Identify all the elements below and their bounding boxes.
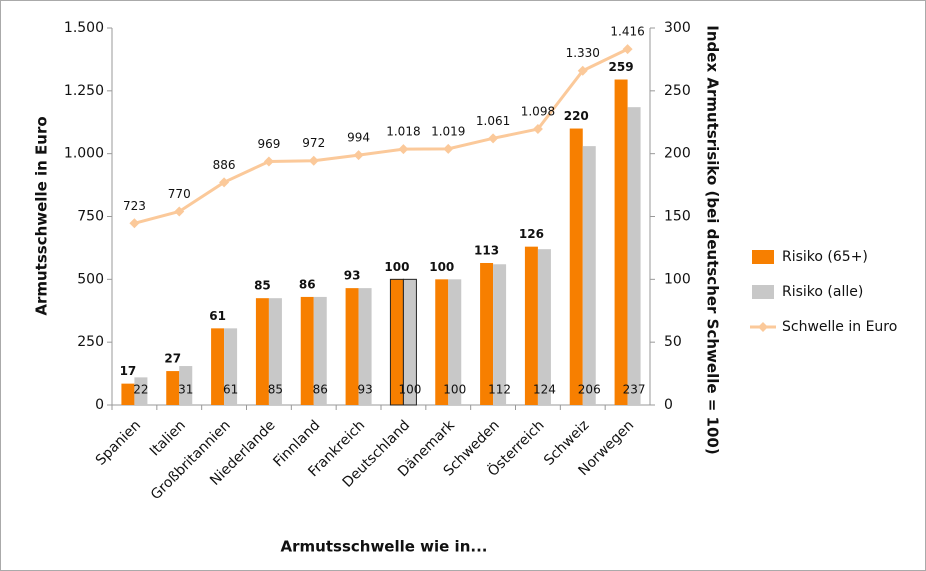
- bar-label: 22: [133, 383, 148, 397]
- line-marker: [308, 155, 319, 166]
- bar-label: 237: [623, 383, 646, 397]
- bar-label: 113: [474, 243, 499, 257]
- line-marker: [532, 124, 543, 135]
- bar: [211, 328, 225, 405]
- y-tick-label: 1.000: [64, 146, 104, 162]
- bar-label: 27: [164, 352, 181, 366]
- line-label: 1.018: [386, 125, 420, 139]
- bar-label: 100: [429, 260, 454, 274]
- bar: [627, 107, 641, 406]
- legend-label: Risiko (65+): [782, 249, 868, 265]
- bar-label: 61: [209, 309, 226, 323]
- y-axis-title: Armutsschwelle in Euro: [33, 116, 51, 315]
- y-tick-label: 500: [77, 271, 104, 287]
- bar-label: 93: [357, 383, 372, 397]
- legend-swatch: [752, 285, 774, 299]
- line-marker: [398, 144, 409, 155]
- line: [134, 47, 629, 225]
- y2-tick-label: 200: [664, 146, 691, 162]
- bar-label: 126: [519, 227, 544, 241]
- y2-tick-label: 100: [664, 271, 691, 287]
- bar: [224, 328, 238, 405]
- bar: [166, 371, 180, 405]
- line-label: 886: [213, 158, 236, 172]
- bar: [358, 288, 372, 405]
- legend-swatch: [752, 250, 774, 264]
- bar: [569, 128, 583, 406]
- bar: [480, 262, 494, 405]
- bar-label: 86: [299, 277, 316, 291]
- line-marker: [129, 218, 140, 229]
- line-label: 994: [347, 131, 370, 145]
- bar: [435, 279, 449, 405]
- y2-tick-label: 50: [664, 334, 682, 350]
- y-tick-label: 750: [77, 209, 104, 225]
- line-label: 1.061: [476, 114, 510, 128]
- bar: [134, 377, 148, 405]
- legend-label: Risiko (alle): [782, 284, 863, 300]
- line-marker: [219, 177, 230, 188]
- bar-label: 100: [443, 383, 466, 397]
- bar-label: 124: [533, 383, 556, 397]
- line-label: 770: [168, 187, 191, 201]
- y-tick-label: 1.500: [64, 20, 104, 36]
- bar-label: 86: [313, 383, 328, 397]
- bar: [313, 296, 327, 405]
- line-label: 723: [123, 199, 146, 213]
- y2-axis-title: Index Armutsrisiko (bei deutscher Schwel…: [704, 25, 722, 454]
- bar-label: 85: [268, 383, 283, 397]
- y-tick-label: 250: [77, 334, 104, 350]
- bar: [300, 296, 314, 405]
- bar-label: 220: [564, 109, 589, 123]
- bar: [402, 278, 417, 406]
- line-marker: [622, 44, 633, 55]
- bar-label: 31: [178, 383, 193, 397]
- bar: [493, 264, 507, 405]
- y2-tick-label: 250: [664, 83, 691, 99]
- legend-marker: [758, 322, 768, 332]
- bar-label: 93: [344, 269, 361, 283]
- bar-label: 100: [398, 383, 421, 397]
- bar: [121, 383, 135, 405]
- bar-label: 17: [120, 364, 137, 378]
- bar: [448, 279, 462, 405]
- line-label: 1.019: [431, 124, 465, 138]
- line-marker: [488, 133, 499, 144]
- bar-label: 61: [223, 383, 238, 397]
- line-marker: [443, 143, 454, 154]
- line-label: 972: [302, 136, 325, 150]
- x-axis-title: Armutsschwelle wie in...: [281, 538, 488, 556]
- bar-label: 259: [609, 60, 634, 74]
- y2-tick-label: 150: [664, 209, 691, 225]
- line-label: 1.330: [566, 46, 600, 60]
- bar: [537, 249, 551, 405]
- legend-label: Schwelle in Euro: [782, 319, 897, 335]
- bar: [255, 298, 269, 405]
- line-marker: [263, 156, 274, 167]
- line-marker: [577, 65, 588, 76]
- bar: [582, 146, 596, 406]
- line-label: 1.416: [610, 25, 644, 39]
- line-marker: [174, 206, 185, 217]
- bar-label: 85: [254, 279, 271, 293]
- bar: [524, 246, 538, 405]
- bar: [268, 298, 282, 405]
- bar-label: 112: [488, 383, 511, 397]
- line-label: 969: [257, 137, 280, 151]
- y2-tick-label: 300: [664, 20, 691, 36]
- bar-label: 206: [578, 383, 601, 397]
- bar: [345, 288, 359, 405]
- y-tick-label: 1.250: [64, 83, 104, 99]
- bar: [179, 366, 193, 405]
- bar: [614, 79, 628, 406]
- y2-tick-label: 0: [664, 397, 673, 413]
- line-marker: [353, 150, 364, 161]
- line-label: 1.098: [521, 105, 555, 119]
- y-tick-label: 0: [95, 397, 104, 413]
- bar-label: 100: [384, 260, 409, 274]
